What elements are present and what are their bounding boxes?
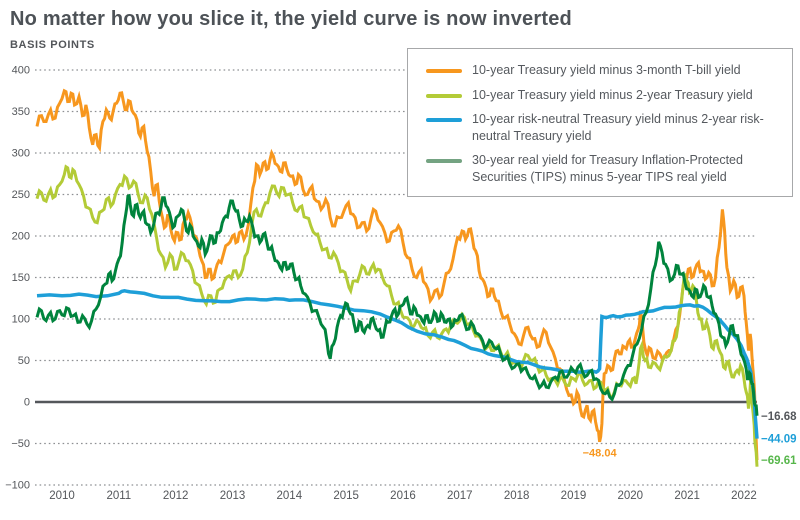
legend-item-10y-3m: 10-year Treasury yield minus 3-month T-b… — [426, 62, 782, 79]
y-tick-label-0: 0 — [24, 397, 30, 409]
x-tick-label-2013: 2013 — [220, 490, 246, 502]
end-label-risk_neutral: −44.09 — [761, 434, 797, 446]
x-tick-label-2014: 2014 — [277, 490, 303, 502]
y-tick-label-300: 300 — [12, 148, 30, 160]
y-tick-label-400: 400 — [12, 65, 30, 77]
y-axis-caption: BASIS POINTS — [10, 39, 95, 51]
legend-swatch-10y-3m — [426, 69, 462, 73]
legend-item-10y-2y: 10-year Treasury yield minus 2-year Trea… — [426, 87, 782, 104]
legend-swatch-risk-neutral — [426, 118, 462, 122]
end-label-spread_10y_2y: −69.61 — [761, 455, 797, 467]
y-tick-label-350: 350 — [12, 106, 30, 118]
series-line-spread_10y_3m — [35, 88, 759, 461]
y-tick-label-50: 50 — [18, 355, 30, 367]
x-tick-label-2015: 2015 — [333, 490, 359, 502]
legend-label-10y-3m: 10-year Treasury yield minus 3-month T-b… — [472, 63, 741, 77]
y-tick-label-100: 100 — [12, 314, 30, 326]
x-tick-label-2020: 2020 — [618, 490, 644, 502]
legend-label-tips: 30-year real yield for Treasury Inflatio… — [472, 153, 743, 184]
chart-legend: 10-year Treasury yield minus 3-month T-b… — [407, 48, 793, 197]
legend-item-risk-neutral: 10-year risk-neutral Treasury yield minu… — [426, 111, 782, 144]
y-tick-label--100: −100 — [5, 480, 30, 492]
x-tick-label-2021: 2021 — [674, 490, 700, 502]
end-label-tips: −16.68 — [761, 411, 797, 423]
series-line-spread_10y_2y — [35, 164, 759, 467]
y-tick-label-150: 150 — [12, 272, 30, 284]
legend-swatch-tips — [426, 159, 462, 163]
x-tick-label-2012: 2012 — [163, 490, 189, 502]
y-tick-label-200: 200 — [12, 231, 30, 243]
annotation-2019-trough: −48.04 — [583, 448, 618, 460]
x-tick-label-2022: 2022 — [731, 490, 757, 502]
x-tick-label-2016: 2016 — [390, 490, 416, 502]
x-tick-label-2010: 2010 — [49, 490, 75, 502]
x-tick-label-2018: 2018 — [504, 490, 530, 502]
series-line-tips — [35, 193, 759, 416]
legend-label-10y-2y: 10-year Treasury yield minus 2-year Trea… — [472, 87, 753, 102]
legend-item-tips: 30-year real yield for Treasury Inflatio… — [426, 152, 782, 185]
y-tick-label-250: 250 — [12, 189, 30, 201]
y-tick-label--50: −50 — [11, 438, 30, 450]
x-tick-label-2019: 2019 — [561, 490, 587, 502]
legend-label-risk-neutral: 10-year risk-neutral Treasury yield minu… — [472, 112, 764, 143]
legend-swatch-10y-2y — [426, 93, 462, 98]
x-tick-label-2017: 2017 — [447, 490, 473, 502]
chart-title: No matter how you slice it, the yield cu… — [10, 8, 572, 30]
x-tick-label-2011: 2011 — [106, 490, 131, 502]
series-line-risk_neutral — [36, 289, 759, 439]
